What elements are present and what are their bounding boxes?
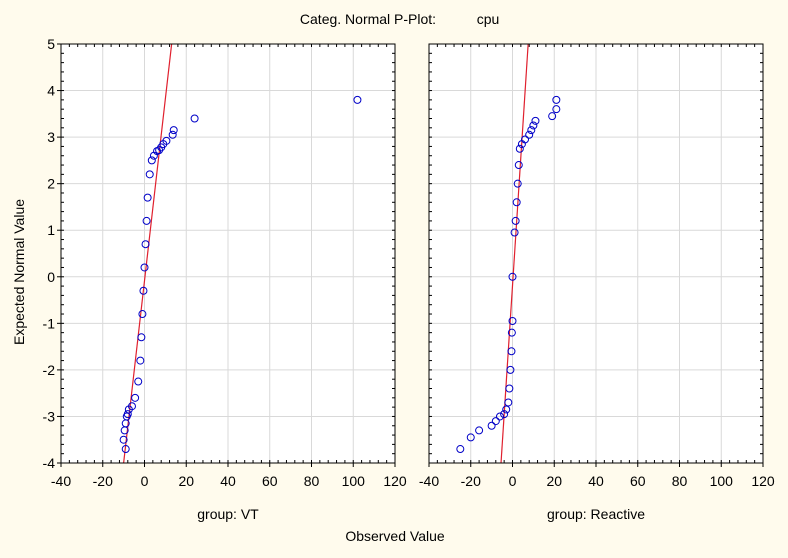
y-tick-label: 3 [47, 129, 55, 145]
panel-2-data-point [506, 365, 515, 374]
y-tick-label: -2 [43, 362, 56, 378]
panel-1-data-point [145, 170, 154, 179]
panel-1-x-tick-label: -40 [51, 473, 71, 489]
panel-1-data-point [127, 402, 136, 411]
panel-2-data-point [505, 384, 514, 393]
panel-2-data-point [508, 272, 517, 281]
panel-2-data-point [475, 426, 484, 435]
panel-1-data-point [168, 130, 177, 139]
y-tick-label: 4 [47, 83, 55, 99]
panel-2-x-tick-label: 40 [588, 473, 604, 489]
chart-variable-name: cpu [477, 11, 500, 27]
panel-1-x-tick-label: 0 [141, 473, 149, 489]
y-tick-label: -4 [43, 455, 56, 471]
y-tick-label: 5 [47, 36, 55, 52]
panel-2-x-tick-label: -20 [461, 473, 481, 489]
panel-1-data-point [138, 310, 147, 319]
panel-2-data-point [514, 161, 523, 170]
y-tick-label: -1 [43, 315, 56, 331]
panel-2-data-point [500, 410, 509, 419]
panel-2-data-point [515, 144, 524, 153]
panel-2-data-point [525, 130, 534, 139]
panel-1-data-point [137, 333, 146, 342]
panel-2-data-point [491, 417, 500, 426]
panel-1-data-point [141, 240, 150, 249]
panel-2-data-point [502, 405, 511, 414]
panel-2-data-point [531, 116, 540, 125]
y-tick-label: 0 [47, 269, 55, 285]
panel-2-x-tick-label: -40 [419, 473, 439, 489]
y-tick-label: 1 [47, 222, 55, 238]
panels-group: -40 -20 0 20 40 60 80 100 120 -4 -3 -2 -1 0 1 2 3 4 5 group… [43, 36, 775, 522]
panel-1-data-point [142, 216, 151, 225]
panel-2-data-point [507, 328, 516, 337]
y-tick-label: 2 [47, 176, 55, 192]
panel-1-data-point [353, 95, 362, 104]
panel-1-x-tick-label: 20 [178, 473, 194, 489]
panel-1-data-point [134, 377, 143, 386]
panel-2-data-point [552, 105, 561, 114]
panel-2-data-point [507, 347, 516, 356]
panel-1-data-point [139, 286, 148, 295]
panel-1-x-tick-label: 40 [220, 473, 236, 489]
panel-1-data-point [147, 156, 156, 165]
panel-2-reference-line [500, 44, 529, 463]
panel-1-x-tick-label: 100 [342, 473, 366, 489]
panel-2-data-point [513, 179, 522, 188]
panel-1-data-point [123, 410, 132, 419]
panel-2-data-point [512, 198, 521, 207]
y-tick-label: -3 [43, 408, 56, 424]
panel-1-x-tick-label: 120 [383, 473, 407, 489]
panel-2-data-point [521, 135, 530, 144]
panel-2-data-point [552, 95, 561, 104]
panel-2-data-point [495, 412, 504, 421]
panel-2-x-tick-label: 60 [630, 473, 646, 489]
panel-2-data-point [510, 228, 519, 237]
panel-1-group-label: group: VT [197, 506, 259, 522]
panel-2-data-point [456, 445, 465, 454]
panel-1-x-tick-label: 60 [262, 473, 278, 489]
panel-2-data-point [487, 421, 496, 430]
panel-1-x-tick-label: -20 [93, 473, 113, 489]
panel-1-data-point [140, 263, 149, 272]
panel-2-data-point [511, 216, 520, 225]
panel-2-x-tick-label: 100 [710, 473, 734, 489]
panel-1-data-point [119, 435, 128, 444]
panel-2-x-tick-label: 0 [509, 473, 517, 489]
panel-1-reference-line [123, 44, 173, 463]
panel-2-group-label: group: Reactive [547, 506, 645, 522]
panel-2-data-point [527, 126, 536, 135]
panel-1-data-point [169, 126, 178, 135]
panel-1-data-point [131, 393, 140, 402]
panel-1-frame [60, 43, 396, 464]
panel-1-x-tick-label: 80 [304, 473, 320, 489]
panel-1-data-point [143, 193, 152, 202]
chart-title: Categ. Normal P-Plot: [300, 11, 436, 27]
panel-2-x-tick-label: 120 [751, 473, 775, 489]
panel-2-data-point [466, 433, 475, 442]
y-axis-label: Expected Normal Value [11, 199, 27, 345]
panel-1-data-point [162, 136, 171, 145]
panel-2-data-point [548, 112, 557, 121]
panel-1-data-point [121, 445, 130, 454]
x-axis-label: Observed Value [345, 528, 445, 544]
panel-2-data-point [529, 121, 538, 130]
panel-2-data-point [508, 317, 517, 326]
panel-2-x-tick-label: 80 [672, 473, 688, 489]
panel-1-data-point [190, 114, 199, 123]
panel-2-data-point [504, 398, 513, 407]
panel-2-x-tick-label: 20 [546, 473, 562, 489]
panel-1-data-point [136, 356, 145, 365]
panel-2-frame [428, 43, 764, 464]
